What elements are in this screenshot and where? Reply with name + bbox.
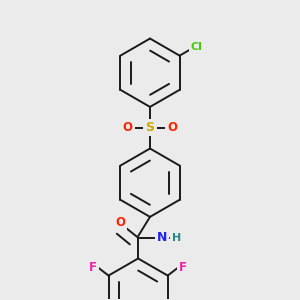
Text: S: S bbox=[146, 121, 154, 134]
Text: O: O bbox=[123, 121, 133, 134]
Text: Cl: Cl bbox=[191, 43, 203, 52]
Text: N: N bbox=[157, 231, 167, 244]
Text: H: H bbox=[172, 233, 182, 243]
Text: F: F bbox=[179, 261, 188, 274]
Text: O: O bbox=[115, 216, 125, 229]
Text: F: F bbox=[89, 261, 97, 274]
Text: O: O bbox=[167, 121, 177, 134]
